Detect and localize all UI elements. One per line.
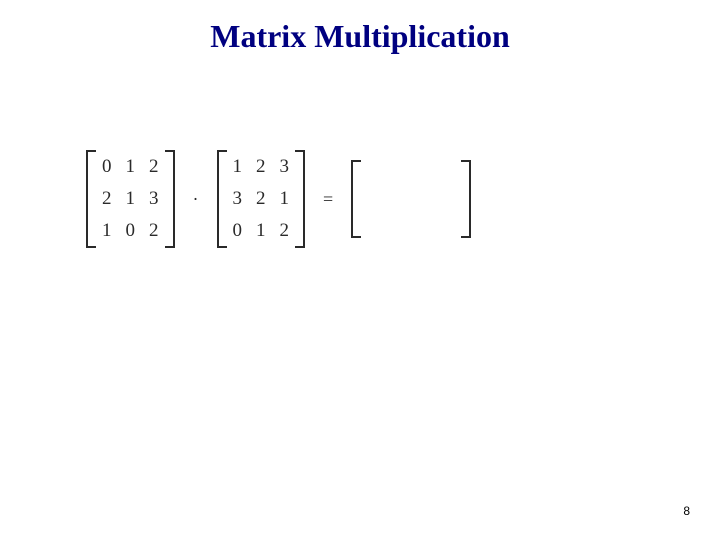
matrix-cell: 3 [280, 156, 290, 178]
matrix-b: 1 2 3 3 2 1 0 1 2 [217, 150, 306, 248]
dot-operator: · [193, 189, 199, 210]
matrix-cell: 0 [126, 220, 136, 242]
bracket-right [295, 150, 305, 248]
bracket-left [86, 150, 96, 248]
matrix-a-body: 0 1 2 2 1 3 1 0 2 [96, 150, 165, 248]
matrix-result [351, 160, 471, 238]
matrix-cell: 1 [126, 188, 136, 210]
matrix-cell: 2 [149, 220, 159, 242]
matrix-cell: 2 [256, 156, 266, 178]
matrix-cell: 0 [233, 220, 243, 242]
matrix-cell: 1 [280, 188, 290, 210]
matrix-cell: 2 [149, 156, 159, 178]
matrix-a: 0 1 2 2 1 3 1 0 2 [86, 150, 175, 248]
matrix-cell: 2 [280, 220, 290, 242]
matrix-cell: 1 [102, 220, 112, 242]
matrix-result-empty [361, 160, 461, 238]
bracket-right [461, 160, 471, 238]
matrix-equation: 0 1 2 2 1 3 1 0 2 · 1 2 3 3 2 1 0 1 2 = [80, 150, 477, 248]
bracket-left [217, 150, 227, 248]
matrix-cell: 3 [149, 188, 159, 210]
matrix-cell: 2 [256, 188, 266, 210]
matrix-cell: 1 [233, 156, 243, 178]
matrix-cell: 0 [102, 156, 112, 178]
equals-operator: = [323, 189, 333, 210]
bracket-left [351, 160, 361, 238]
matrix-b-body: 1 2 3 3 2 1 0 1 2 [227, 150, 296, 248]
bracket-right [165, 150, 175, 248]
matrix-cell: 1 [256, 220, 266, 242]
matrix-cell: 2 [102, 188, 112, 210]
slide-title: Matrix Multiplication [0, 18, 720, 55]
matrix-cell: 1 [126, 156, 136, 178]
page-number: 8 [683, 504, 690, 518]
matrix-cell: 3 [233, 188, 243, 210]
